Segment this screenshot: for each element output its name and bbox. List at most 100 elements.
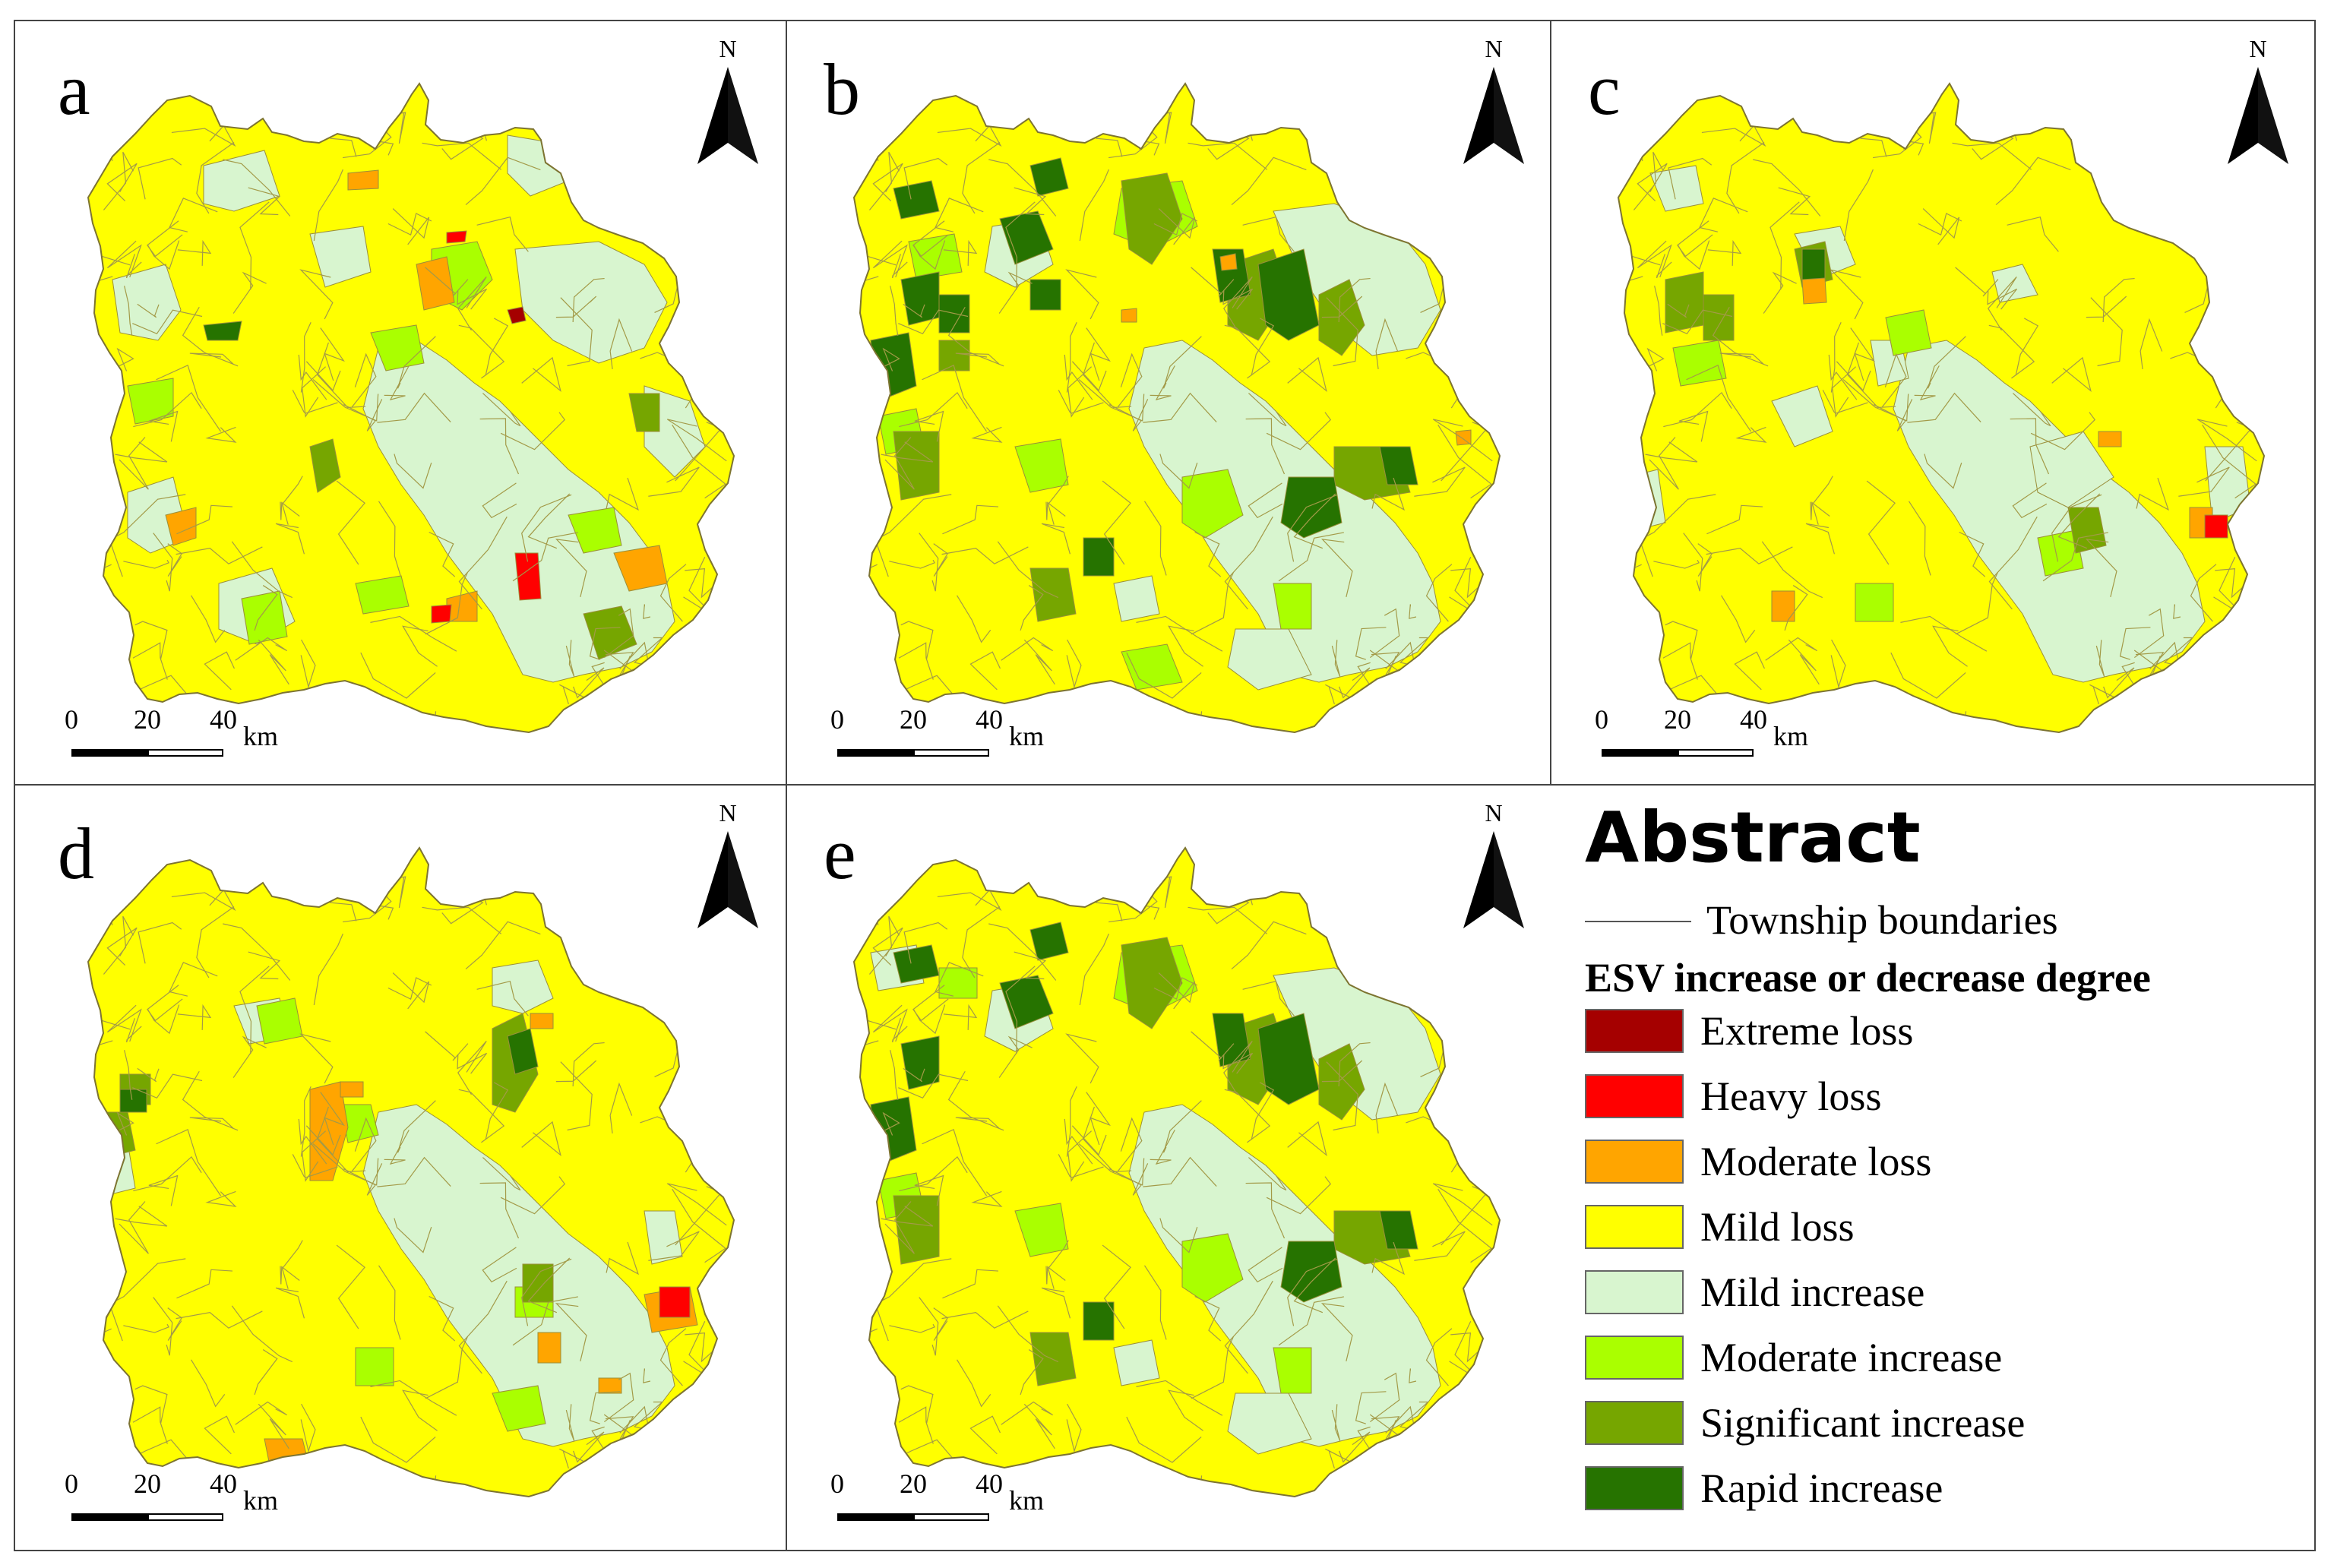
township-boundary xyxy=(429,1295,456,1342)
township-boundary xyxy=(2090,297,2123,367)
township-boundary xyxy=(1086,1092,1111,1146)
township-boundary xyxy=(1153,213,1198,236)
township-boundary xyxy=(1136,615,1223,652)
township-boundary xyxy=(1881,352,1907,408)
township-region xyxy=(355,575,410,615)
north-label: N xyxy=(719,35,737,62)
township-boundary xyxy=(88,904,95,950)
township-boundary xyxy=(425,571,469,635)
scale-segment-black xyxy=(837,1513,913,1521)
township-boundary xyxy=(941,546,1029,564)
scale-segment-black xyxy=(71,1513,147,1521)
township-boundary xyxy=(1066,1403,1082,1453)
township-boundary xyxy=(232,271,267,314)
township-boundary xyxy=(971,1190,1003,1207)
township-boundary xyxy=(935,962,984,997)
scale-tick: 20 xyxy=(900,1468,927,1499)
township-boundary xyxy=(1150,365,1175,400)
map-c xyxy=(1617,82,2266,734)
township-boundary xyxy=(1301,84,1346,101)
township-boundary xyxy=(1873,399,1913,432)
map-panel-b: b N 0 20 40 km xyxy=(787,21,1551,784)
township-boundary xyxy=(854,633,875,666)
township-boundary xyxy=(1331,640,1341,678)
north-arrow: N xyxy=(2228,35,2288,164)
township-region xyxy=(1771,590,1795,622)
township-boundary xyxy=(106,927,138,966)
township-boundary xyxy=(387,213,432,236)
township-boundary xyxy=(132,642,168,680)
township-boundary xyxy=(305,361,341,392)
scale-tick: 40 xyxy=(976,1468,1003,1499)
township-boundary xyxy=(1639,347,1665,371)
township-boundary xyxy=(854,1064,868,1120)
township-boundary xyxy=(147,220,183,258)
township-boundary xyxy=(133,1155,202,1192)
township-boundary xyxy=(2178,466,2230,497)
township-boundary xyxy=(1117,1117,1143,1172)
township-boundary xyxy=(1927,336,1966,389)
township-region xyxy=(522,1263,554,1303)
township-boundary xyxy=(969,651,1001,691)
township-boundary xyxy=(1437,424,1492,499)
township-boundary xyxy=(1066,639,1082,689)
township-boundary xyxy=(2213,557,2245,617)
township-boundary xyxy=(1301,848,1346,865)
township-boundary xyxy=(898,1406,934,1444)
township-boundary xyxy=(1369,608,1400,659)
township-boundary xyxy=(933,543,949,577)
township-boundary xyxy=(1995,156,2071,206)
township-boundary xyxy=(204,1415,235,1455)
township-boundary xyxy=(1726,142,1765,214)
township-boundary xyxy=(324,101,360,127)
township-boundary xyxy=(1988,324,2035,379)
township-boundary xyxy=(1086,327,1111,381)
township-boundary xyxy=(919,533,939,592)
township-boundary xyxy=(1224,1089,1271,1143)
township-boundary xyxy=(2216,225,2248,273)
divider-vertical-2 xyxy=(1550,20,1551,784)
township-boundary xyxy=(299,1033,334,1084)
township-boundary xyxy=(126,254,142,279)
township-boundary xyxy=(1414,466,1466,497)
scale-segment-black xyxy=(1602,749,1678,757)
township-boundary xyxy=(1663,391,1732,428)
township-boundary xyxy=(360,652,436,699)
township-boundary xyxy=(2126,115,2157,141)
township-boundary xyxy=(239,966,270,1054)
north-arrow-icon xyxy=(2228,67,2288,164)
township-boundary xyxy=(935,198,984,232)
township-boundary xyxy=(1753,159,1821,217)
township-boundary xyxy=(316,342,366,409)
map-e xyxy=(852,846,1501,1498)
township-boundary xyxy=(1452,989,1484,1038)
township-boundary xyxy=(360,1416,436,1463)
township-boundary xyxy=(103,915,134,975)
legend-item-label: Rapid increase xyxy=(1700,1465,1943,1511)
legend-swatch xyxy=(1585,1270,1684,1314)
township-boundary xyxy=(1828,85,1858,137)
township-boundary xyxy=(156,365,222,432)
township-boundary xyxy=(2042,532,2108,582)
township-boundary xyxy=(2102,277,2135,323)
township-boundary xyxy=(1830,269,1864,320)
township-boundary xyxy=(1331,1404,1341,1442)
township-boundary xyxy=(1150,1130,1175,1165)
township-boundary xyxy=(1425,1328,1453,1386)
township-boundary xyxy=(1064,849,1093,901)
township-boundary xyxy=(686,989,718,1038)
township-region xyxy=(659,1286,691,1318)
township-boundary xyxy=(458,1089,505,1143)
township-boundary xyxy=(1452,225,1484,273)
scale-tick: 40 xyxy=(976,704,1003,735)
township-boundary xyxy=(1210,84,1243,113)
township-boundary xyxy=(1761,541,1823,599)
township-boundary xyxy=(132,1406,168,1444)
township-boundary xyxy=(1071,361,1107,392)
township-boundary xyxy=(1375,1082,1399,1134)
township-boundary xyxy=(914,1174,944,1206)
township-region xyxy=(1893,340,2206,683)
township-boundary xyxy=(1231,921,1307,970)
township-boundary xyxy=(1854,101,1890,127)
legend-item-extreme-loss: Extreme loss xyxy=(1585,1009,2269,1056)
